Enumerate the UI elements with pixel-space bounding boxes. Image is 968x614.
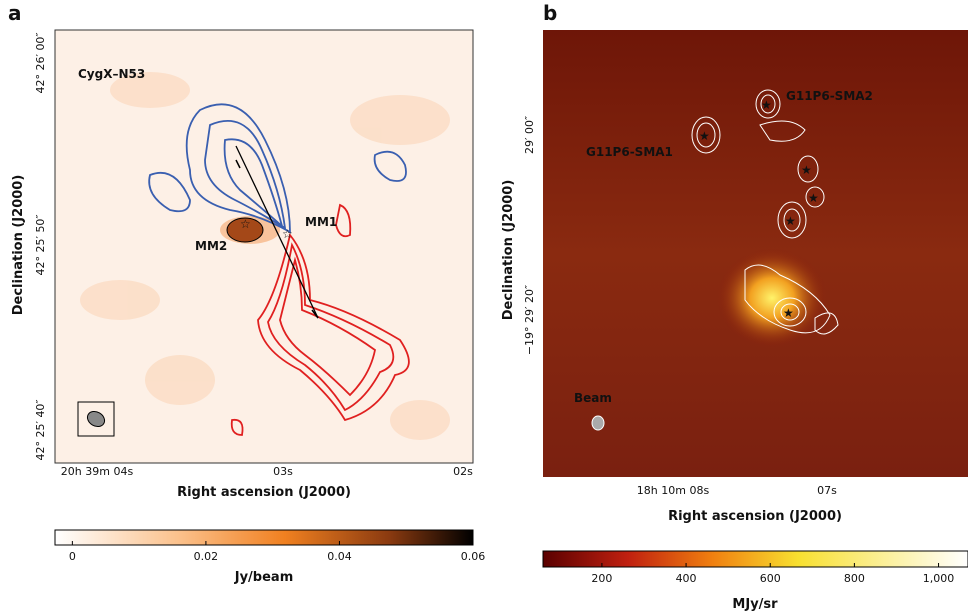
svg-text:★: ★ xyxy=(761,98,772,112)
colorbar-tick-label: 0.04 xyxy=(327,550,352,563)
annotation: G11P6-SMA2 xyxy=(786,89,873,103)
panel-label: b xyxy=(543,1,557,25)
svg-text:★: ★ xyxy=(699,129,710,143)
y-tick-label: 29′ 00″ xyxy=(523,116,536,154)
x-tick-label: 02s xyxy=(453,465,473,478)
y-axis-label: Declination (J2000) xyxy=(501,180,516,321)
y-tick-label: 42° 25′ 40″ xyxy=(34,399,47,460)
svg-text:★: ★ xyxy=(783,306,794,320)
annotation: G11P6-SMA1 xyxy=(586,145,673,159)
colorbar-tick-label: 0.02 xyxy=(194,550,219,563)
blue-contours xyxy=(148,103,407,234)
white-contours xyxy=(691,89,839,335)
colorbar-tick-label: 800 xyxy=(844,572,865,585)
colorbar-label: MJy/sr xyxy=(732,597,778,612)
colorbar-tick-label: 600 xyxy=(760,572,781,585)
core: ☆☆ xyxy=(226,145,319,319)
colorbar-tick-label: 0 xyxy=(69,550,76,563)
colorbar-tick-label: 0.06 xyxy=(461,550,486,563)
colorbar xyxy=(54,529,474,546)
beam-box xyxy=(77,401,115,437)
svg-text:☆: ☆ xyxy=(240,217,251,231)
svg-text:★: ★ xyxy=(808,191,819,205)
x-tick-label: 20h 39m 04s xyxy=(61,465,134,478)
y-axis-label: Declination (J2000) xyxy=(11,175,26,316)
x-tick-label: 07s xyxy=(817,484,837,497)
y-tick-label: 42° 25′ 50″ xyxy=(34,214,47,275)
svg-text:★: ★ xyxy=(785,214,796,228)
x-axis-label: Right ascension (J2000) xyxy=(668,509,842,524)
glow xyxy=(717,248,827,348)
annotation: MM2 xyxy=(195,239,227,253)
beam xyxy=(86,410,106,428)
y-tick-label: 42° 26′ 00″ xyxy=(34,32,47,93)
x-axis-label: Right ascension (J2000) xyxy=(177,485,351,500)
colorbar-tick-label: 200 xyxy=(591,572,612,585)
x-tick-label: 18h 10m 08s xyxy=(637,484,710,497)
beam xyxy=(591,415,605,431)
stars: ★ ★ ★ ★ ★ ★ xyxy=(699,98,819,320)
y-tick-label: −19° 29′ 20″ xyxy=(523,285,536,355)
colorbar-label: Jy/beam xyxy=(234,570,294,585)
panel-label: a xyxy=(8,1,22,25)
colorbar-tick-label: 1,000 xyxy=(923,572,955,585)
svg-text:★: ★ xyxy=(801,163,812,177)
colorbar-tick-label: 400 xyxy=(676,572,697,585)
source-name: CygX–N53 xyxy=(78,67,145,81)
annotation: MM1 xyxy=(305,215,337,229)
red-contours xyxy=(230,203,410,436)
colorbar xyxy=(542,550,968,568)
x-tick-label: 03s xyxy=(273,465,293,478)
annotation: Beam xyxy=(574,391,612,405)
svg-text:☆: ☆ xyxy=(282,227,293,241)
